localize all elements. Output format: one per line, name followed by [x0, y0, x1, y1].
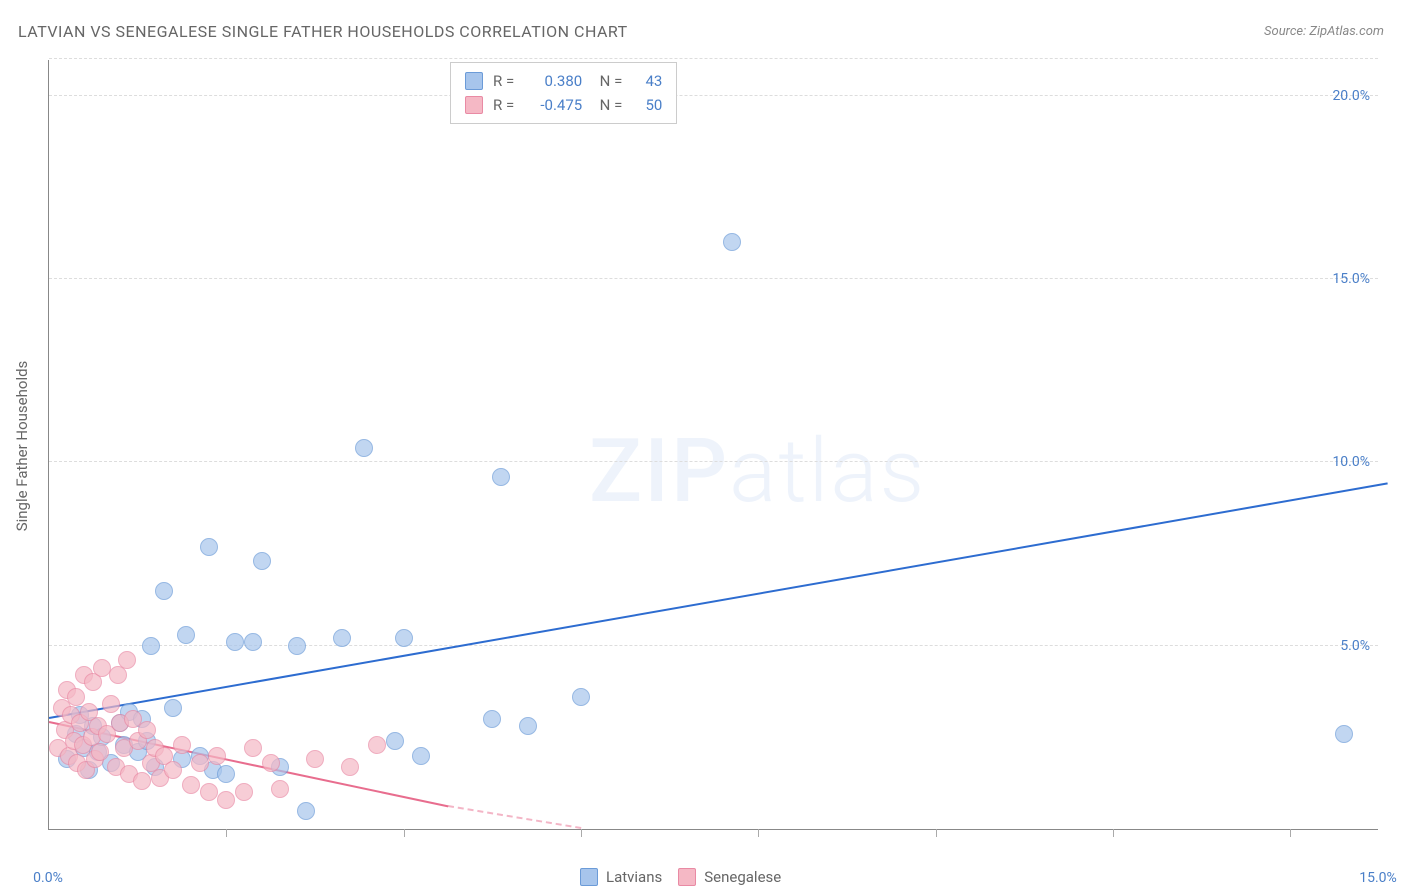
legend-n-value: 43: [632, 69, 662, 93]
scatter-point-senegalese: [164, 761, 182, 779]
legend-series: Latvians Senegalese: [580, 868, 781, 886]
scatter-point-senegalese: [118, 651, 136, 669]
x-minor-tick: [758, 829, 759, 837]
legend-r-label: R =: [493, 93, 514, 117]
legend-swatch: [465, 96, 483, 114]
legend-stats-box: R = 0.380 N = 43R = -0.475 N = 50: [450, 62, 677, 124]
scatter-point-latvians: [333, 629, 351, 647]
scatter-point-latvians: [297, 802, 315, 820]
trendline-latvians: [49, 482, 1388, 719]
scatter-point-latvians: [355, 439, 373, 457]
scatter-point-latvians: [217, 765, 235, 783]
scatter-point-latvians: [177, 626, 195, 644]
scatter-point-latvians: [395, 629, 413, 647]
scatter-point-latvians: [572, 688, 590, 706]
scatter-point-senegalese: [244, 739, 262, 757]
correlation-chart: LATVIAN VS SENEGALESE SINGLE FATHER HOUS…: [0, 0, 1406, 892]
x-minor-tick: [936, 829, 937, 837]
x-tick-label: 0.0%: [33, 870, 63, 886]
scatter-point-senegalese: [191, 754, 209, 772]
scatter-point-senegalese: [341, 758, 359, 776]
scatter-point-latvians: [412, 747, 430, 765]
scatter-point-latvians: [244, 633, 262, 651]
gridline-horizontal: [49, 278, 1378, 279]
legend-swatch: [678, 868, 696, 886]
scatter-point-senegalese: [182, 776, 200, 794]
source-attribution[interactable]: Source: ZipAtlas.com: [1264, 24, 1384, 39]
scatter-point-latvians: [492, 468, 510, 486]
y-axis-label: Single Father Households: [13, 361, 31, 532]
scatter-point-senegalese: [200, 783, 218, 801]
scatter-point-senegalese: [67, 688, 85, 706]
scatter-point-senegalese: [306, 750, 324, 768]
scatter-point-latvians: [200, 538, 218, 556]
legend-item-latvians[interactable]: Latvians: [580, 868, 662, 886]
scatter-point-latvians: [253, 552, 271, 570]
scatter-point-latvians: [1335, 725, 1353, 743]
watermark-atlas: atlas: [729, 420, 926, 523]
gridline-horizontal: [49, 461, 1378, 462]
scatter-point-latvians: [386, 732, 404, 750]
gridline-horizontal: [49, 58, 1378, 59]
x-minor-tick: [581, 829, 582, 837]
scatter-point-latvians: [519, 717, 537, 735]
scatter-point-senegalese: [91, 743, 109, 761]
plot-area: ZIPatlas 5.0% 10.0% 15.0% 20.0%: [48, 60, 1378, 830]
legend-n-label: N =: [592, 93, 622, 117]
scatter-point-latvians: [723, 233, 741, 251]
legend-label: Senegalese: [704, 868, 781, 886]
scatter-point-senegalese: [262, 754, 280, 772]
legend-stat-row: R = 0.380 N = 43: [465, 69, 662, 93]
x-minor-tick: [226, 829, 227, 837]
watermark-zip: ZIP: [589, 420, 729, 523]
scatter-point-senegalese: [173, 736, 191, 754]
scatter-point-senegalese: [133, 772, 151, 790]
legend-n-label: N =: [592, 69, 622, 93]
scatter-point-senegalese: [102, 695, 120, 713]
scatter-point-latvians: [164, 699, 182, 717]
legend-r-value: -0.475: [524, 93, 582, 117]
scatter-point-senegalese: [368, 736, 386, 754]
y-tick-label: 20.0%: [1332, 88, 1370, 104]
x-minor-tick: [1290, 829, 1291, 837]
legend-r-value: 0.380: [524, 69, 582, 93]
scatter-point-latvians: [288, 637, 306, 655]
gridline-horizontal: [49, 95, 1378, 96]
legend-r-label: R =: [493, 69, 514, 93]
x-minor-tick: [404, 829, 405, 837]
legend-n-value: 50: [632, 93, 662, 117]
trendline-dash-senegalese: [448, 805, 581, 829]
legend-swatch: [465, 72, 483, 90]
legend-stat-row: R = -0.475 N = 50: [465, 93, 662, 117]
x-minor-tick: [1113, 829, 1114, 837]
scatter-point-senegalese: [217, 791, 235, 809]
scatter-point-senegalese: [138, 721, 156, 739]
watermark: ZIPatlas: [589, 420, 926, 523]
legend-swatch: [580, 868, 598, 886]
y-tick-label: 10.0%: [1332, 454, 1370, 470]
scatter-point-latvians: [142, 637, 160, 655]
scatter-point-latvians: [155, 582, 173, 600]
scatter-point-latvians: [483, 710, 501, 728]
scatter-point-senegalese: [235, 783, 253, 801]
chart-title: LATVIAN VS SENEGALESE SINGLE FATHER HOUS…: [18, 22, 628, 41]
y-tick-label: 15.0%: [1332, 271, 1370, 287]
legend-label: Latvians: [606, 868, 662, 886]
scatter-point-senegalese: [208, 747, 226, 765]
y-tick-label: 5.0%: [1340, 638, 1370, 654]
x-tick-label: 15.0%: [1359, 870, 1397, 886]
scatter-point-senegalese: [271, 780, 289, 798]
legend-item-senegalese[interactable]: Senegalese: [678, 868, 781, 886]
scatter-point-latvians: [226, 633, 244, 651]
